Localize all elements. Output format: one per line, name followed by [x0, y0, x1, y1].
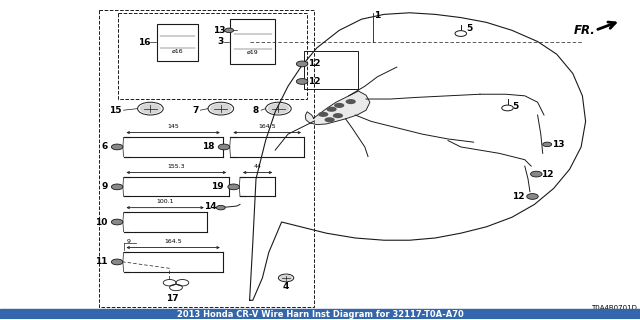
Circle shape [216, 205, 225, 210]
Text: 5: 5 [466, 24, 472, 33]
Bar [118, 13, 307, 99]
Circle shape [333, 113, 343, 118]
Text: T0A4B0701D: T0A4B0701D [591, 306, 637, 311]
Text: 13: 13 [212, 26, 225, 35]
Text: 17: 17 [166, 294, 179, 303]
Text: 12: 12 [308, 60, 321, 68]
Text: 11: 11 [95, 258, 108, 267]
Circle shape [296, 61, 308, 67]
Circle shape [296, 79, 308, 84]
Text: 2013 Honda CR-V Wire Harn Inst Diagram for 32117-T0A-A70: 2013 Honda CR-V Wire Harn Inst Diagram f… [177, 310, 463, 319]
Circle shape [210, 103, 232, 114]
Text: 10: 10 [95, 218, 108, 227]
Circle shape [111, 259, 123, 265]
Text: 9: 9 [101, 182, 108, 191]
Bar [304, 51, 358, 90]
Text: FR.: FR. [573, 24, 595, 37]
Circle shape [268, 103, 289, 114]
Text: 15: 15 [109, 106, 122, 115]
Circle shape [531, 171, 542, 177]
Circle shape [111, 144, 123, 150]
Circle shape [280, 275, 292, 281]
Circle shape [324, 117, 335, 122]
Text: 16: 16 [138, 38, 150, 47]
Text: 19: 19 [211, 182, 224, 191]
Text: 12: 12 [308, 77, 321, 86]
Circle shape [111, 184, 123, 190]
Circle shape [228, 184, 239, 190]
Circle shape [346, 99, 356, 104]
Text: 155.3: 155.3 [168, 164, 185, 169]
Text: 12: 12 [541, 170, 554, 179]
Text: 164.5: 164.5 [164, 239, 182, 244]
Text: 13: 13 [552, 140, 564, 149]
Text: 44: 44 [253, 164, 262, 169]
Circle shape [225, 28, 234, 33]
Text: 145: 145 [167, 124, 179, 129]
Circle shape [543, 142, 552, 147]
Bar [99, 10, 314, 307]
Text: ø16: ø16 [172, 49, 184, 54]
Text: ø19: ø19 [247, 50, 259, 55]
Bar [0, 309, 640, 319]
Polygon shape [305, 91, 370, 124]
Bar [230, 19, 275, 64]
Circle shape [334, 103, 344, 108]
Text: 8: 8 [253, 106, 259, 115]
Circle shape [111, 219, 123, 225]
Text: 12: 12 [512, 192, 525, 201]
Text: 7: 7 [192, 106, 198, 115]
Circle shape [326, 107, 337, 112]
Bar [157, 24, 198, 61]
Text: 9: 9 [127, 239, 131, 244]
Circle shape [527, 194, 538, 199]
Text: 100.1: 100.1 [156, 199, 174, 204]
Text: 18: 18 [202, 142, 214, 151]
Text: 5: 5 [512, 101, 518, 110]
Text: 4: 4 [283, 282, 289, 292]
Text: 14: 14 [204, 203, 216, 212]
Circle shape [218, 144, 230, 150]
Text: 1: 1 [374, 11, 381, 20]
Circle shape [140, 103, 161, 114]
Circle shape [318, 112, 328, 117]
Text: 164.5: 164.5 [259, 124, 276, 129]
Text: 3: 3 [218, 37, 224, 46]
Text: 6: 6 [101, 142, 108, 151]
